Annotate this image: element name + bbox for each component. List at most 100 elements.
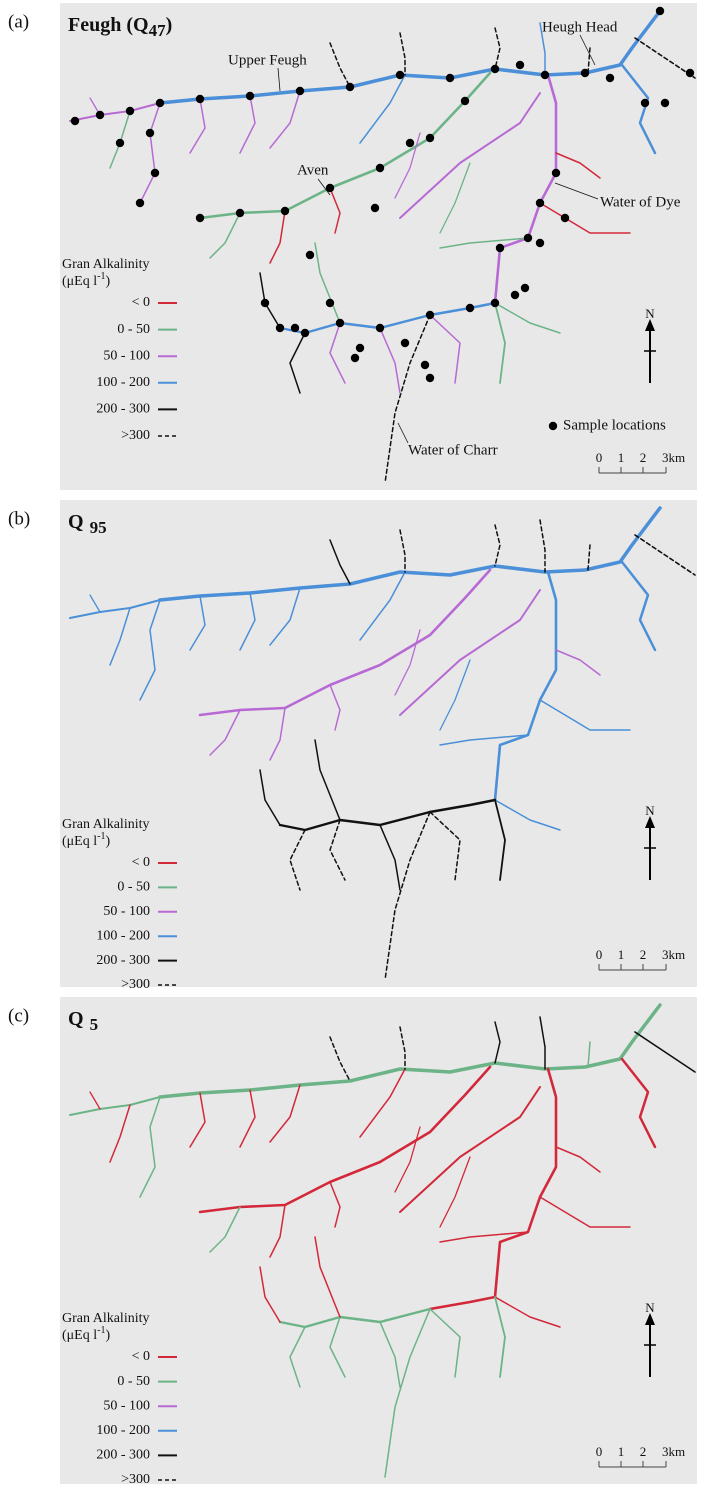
river: [289, 332, 306, 394]
title-subscript: 5: [90, 1015, 99, 1034]
river: [269, 707, 286, 761]
river: [359, 571, 406, 641]
river: [89, 1091, 101, 1110]
river: [634, 534, 696, 576]
scale-label: 0: [596, 1444, 603, 1459]
sample-location: [551, 168, 561, 178]
river: [198, 1065, 492, 1214]
title-text: Q: [68, 1008, 84, 1030]
sample-location: [490, 64, 500, 74]
river: [329, 1181, 341, 1228]
river: [439, 237, 529, 249]
river: [259, 769, 281, 826]
title-text: Q: [68, 511, 84, 533]
river: [494, 799, 506, 881]
river: [139, 102, 161, 204]
sample-location: [355, 343, 365, 353]
river: [494, 1296, 506, 1378]
river: [69, 1096, 161, 1116]
river: [289, 1326, 306, 1388]
river: [539, 22, 546, 76]
river: [620, 1057, 657, 1149]
river: [189, 98, 206, 154]
river: [239, 1089, 256, 1148]
river: [329, 819, 346, 881]
title-subscript: 47: [149, 21, 167, 40]
sample-location: [325, 298, 335, 308]
sample-location: [405, 138, 415, 148]
sample-location: [375, 323, 385, 333]
legend-label: 0 - 50: [117, 1374, 150, 1389]
river: [379, 1321, 401, 1388]
unit-text: (μEq l: [62, 1328, 97, 1343]
sample-location: [155, 98, 165, 108]
river: [269, 1084, 301, 1143]
sample-location: [95, 110, 105, 120]
river: [109, 1104, 131, 1163]
river: [394, 132, 421, 199]
river: [399, 529, 406, 573]
sample-location: [145, 128, 155, 138]
river: [329, 1036, 351, 1082]
sample-location: [515, 60, 525, 70]
north-arrowhead: [645, 816, 655, 828]
river: [494, 302, 561, 334]
sample-location: [195, 94, 205, 104]
river: [494, 27, 501, 70]
river: [555, 1146, 601, 1173]
sample-location: [660, 98, 670, 108]
river: [555, 152, 601, 179]
leader-line: [397, 422, 409, 444]
river: [209, 212, 241, 259]
river: [269, 90, 301, 149]
river: [494, 1296, 561, 1328]
river: [69, 102, 161, 122]
river: [587, 544, 591, 571]
sample-location: [290, 323, 300, 333]
sample-location: [375, 163, 385, 173]
scale-label: 3km: [662, 450, 685, 465]
sample-location: [655, 6, 665, 16]
river: [329, 187, 341, 234]
north-label: N: [645, 306, 655, 321]
river: [439, 1156, 471, 1228]
river: [329, 1316, 346, 1378]
river: [109, 607, 131, 666]
place-label: Upper Feugh: [228, 52, 307, 68]
sample-location: [135, 198, 145, 208]
legend-label: 50 - 100: [103, 348, 150, 363]
place-label: Water of Dye: [600, 194, 681, 210]
panel-label: (b): [8, 508, 30, 529]
sample-location: [425, 310, 435, 320]
sample-location: [395, 70, 405, 80]
river: [269, 587, 301, 646]
river: [428, 1295, 497, 1311]
river: [539, 202, 631, 234]
sample-location: [420, 360, 430, 370]
river: [209, 1206, 241, 1253]
legend-unit: (μEq l-1): [62, 831, 110, 849]
river: [139, 1096, 161, 1198]
river: [399, 1026, 406, 1070]
unit-text: (μEq l: [62, 834, 97, 849]
river: [620, 560, 657, 652]
legend-label: 200 - 300: [96, 953, 150, 968]
map-panel: (a) Feugh (Q47) Upper Feugh Heugh Head Aven W…: [8, 3, 697, 490]
legend-label: 0 - 50: [117, 880, 150, 895]
sample-location: [523, 233, 533, 243]
legend-label: 100 - 200: [96, 1423, 150, 1438]
legend-unit: (μEq l-1): [62, 271, 110, 289]
place-label: Heugh Head: [542, 19, 618, 35]
scale-label: 3km: [662, 1444, 685, 1459]
river: [359, 1068, 406, 1138]
river: [384, 314, 431, 484]
sample-location: [350, 353, 360, 363]
panel-label: (a): [8, 11, 29, 32]
legend-label: < 0: [132, 1349, 150, 1364]
river: [494, 1021, 501, 1064]
river: [329, 322, 346, 384]
river: [539, 519, 546, 573]
sample-location: [325, 183, 335, 193]
river: [69, 599, 161, 619]
